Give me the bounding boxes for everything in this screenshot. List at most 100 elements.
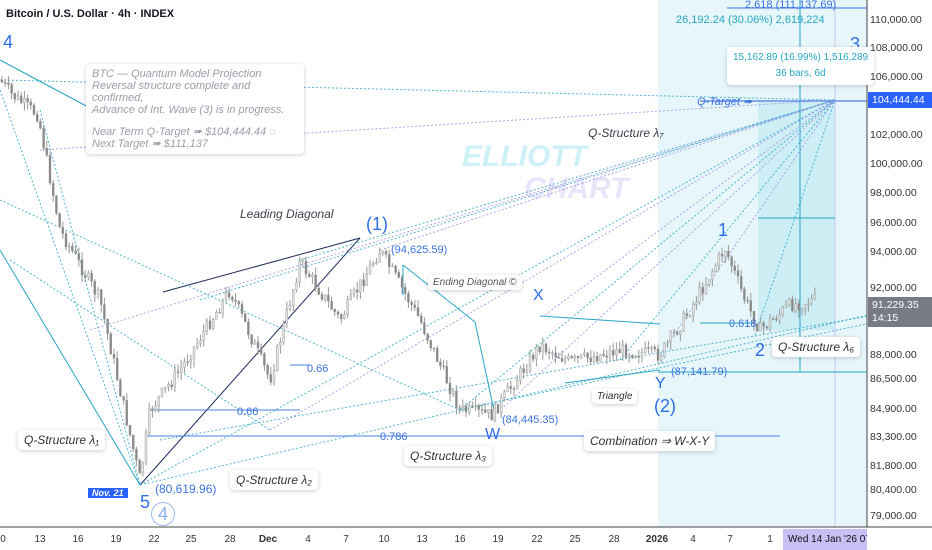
candles [0,75,816,477]
candle-body [404,287,407,294]
candle-body [768,318,772,329]
candle-body [103,304,106,320]
candle-body [548,351,551,354]
q-structure-3-label: Q-Structure λ₃ [404,446,493,466]
candle-body [237,301,241,305]
candle-body [154,405,157,411]
candle-body [701,287,704,294]
time-tick: 19 [110,534,122,545]
candle-body [685,313,688,317]
q-structure-ray [89,99,836,331]
candle-body [477,405,480,410]
candle-body [704,283,708,294]
candle-body [282,323,285,343]
candle-body [74,250,77,254]
candle-body [586,352,589,359]
candle-body [327,294,330,302]
candle-body [682,313,685,332]
candle-body [192,346,196,360]
time-tick: 0 [0,534,6,545]
candle-body [87,272,90,278]
candle-body [688,315,692,318]
candle-body [301,260,304,262]
candle-body [519,368,522,381]
candle-body [407,293,410,303]
candle-body [397,272,400,278]
candle-body [653,346,656,350]
time-tick: 22 [148,534,160,545]
candle-body [250,334,253,345]
candle-body [359,279,362,293]
candle-body [48,154,52,184]
candle-body [71,245,74,252]
candle-body [458,407,461,409]
candle-body [304,260,308,275]
candle-body [42,128,45,149]
candle-body [736,270,740,277]
candle-body [711,271,714,280]
candle-body [618,349,621,354]
candle-body [484,409,487,413]
candle-body [324,294,327,300]
q-target-label: Q-Target ➠ [697,96,753,108]
candle-body [115,357,119,380]
candle-body [695,302,698,305]
candle-body [784,304,788,308]
candle-body [765,326,768,329]
time-tick: Dec [258,534,278,545]
candle-body [743,288,746,301]
candle-body [567,355,570,360]
time-tick: 19 [492,534,504,545]
candle-body [55,195,58,214]
candle-body [775,318,778,321]
candle-body [676,331,679,335]
measure-value: 15,162.89 (16.99%) 1,516,289 [733,52,869,63]
candle-body [109,333,113,355]
wave-5-label: 5 [140,492,151,512]
candle-body [147,408,151,433]
candle-body [39,120,42,129]
price-tick: 92,000.00 [870,282,917,294]
candle-body [637,355,640,358]
candle-body [599,354,602,362]
candle-body [356,289,359,293]
candle-body [29,101,32,106]
measure-bars: 36 bars, 6d [775,68,826,79]
candle-body [378,253,381,263]
time-tick: 25 [185,534,197,545]
candle-body [362,279,365,286]
candle-body [276,345,279,371]
note-line: BTC — Quantum Model Projection [92,68,262,80]
candle-body [157,396,161,406]
candle-body [195,343,199,347]
watermark: CHART [524,172,629,205]
candle-body [375,262,378,264]
candle-body [714,265,717,272]
wave-1-label: 1 [718,220,729,240]
candle-body [772,318,775,320]
candle-body [199,340,202,344]
candle-body [125,400,129,426]
candle-body [128,425,132,436]
fib-label: 0.66 [307,363,329,375]
candle-body [253,341,257,345]
price-tick: 86,500.00 [870,373,917,385]
candle-body [640,352,644,358]
time-tick: 4 [305,534,311,545]
candle-body [391,265,394,268]
candle-body [320,294,324,300]
candle-body [151,408,154,411]
candle-body [778,314,781,321]
candle-body [426,333,429,341]
candle-body [445,366,448,384]
candle-body [176,371,180,373]
q-structure-ray [544,99,836,316]
candle-body [797,303,800,311]
q-structure-2-label: Q-Structure λ₂ [230,470,318,490]
measure-zone [758,100,835,330]
candle-body [663,342,666,358]
structure-line [402,264,476,323]
candle-body [205,320,209,332]
time-tick: 28 [224,534,236,545]
candle-body [167,384,170,388]
